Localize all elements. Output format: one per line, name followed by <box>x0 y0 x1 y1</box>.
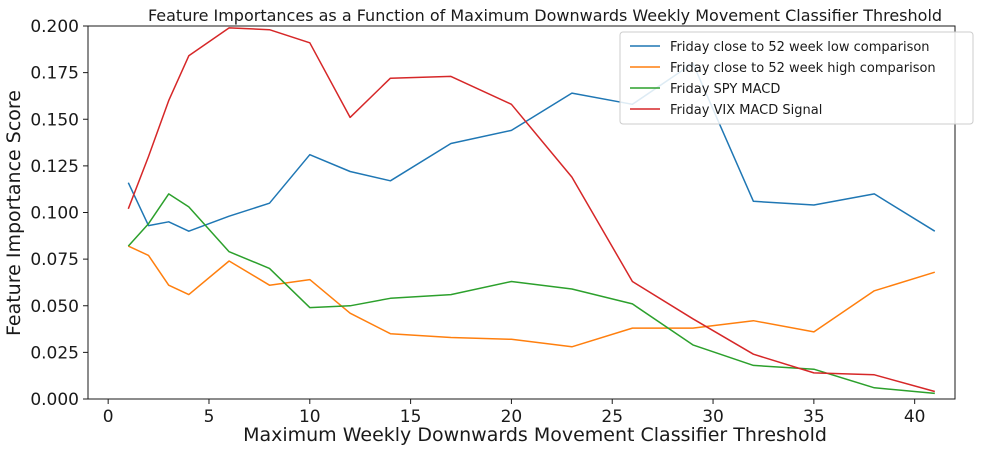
legend: Friday close to 52 week low comparison Fr… <box>619 31 974 125</box>
x-tick-label: 20 <box>501 407 523 427</box>
x-axis-label: Maximum Weekly Downwards Movement Classi… <box>243 424 827 446</box>
y-tick-label: 0.175 <box>30 64 79 84</box>
legend-box <box>619 31 974 125</box>
legend-label: Friday VIX MACD Signal <box>670 103 822 118</box>
x-tick-label: 40 <box>904 407 926 427</box>
x-tick-label: 30 <box>702 407 724 427</box>
y-axis: 0.000 0.025 0.050 0.075 0.100 0.125 0.150 0.175… <box>30 17 88 410</box>
x-tick-label: 15 <box>400 407 422 427</box>
chart-title: Feature Importances as a Function of Max… <box>148 6 942 25</box>
x-tick-label: 25 <box>601 407 623 427</box>
series-line-2 <box>127 245 936 348</box>
y-tick-label: 0.100 <box>30 204 79 224</box>
series-line-1 <box>127 62 936 232</box>
series-line-4 <box>127 27 935 393</box>
y-tick-label: 0.075 <box>30 250 79 270</box>
y-tick-label: 0.200 <box>30 17 79 37</box>
y-tick-label: 0.150 <box>30 110 79 130</box>
legend-label: Friday SPY MACD <box>670 82 780 97</box>
legend-label: Friday close to 52 week low comparison <box>670 40 930 55</box>
series-line-3 <box>127 193 935 395</box>
x-tick-label: 0 <box>103 407 114 427</box>
x-tick-label: 5 <box>204 407 215 427</box>
y-axis-label: Feature Importance Score <box>3 90 25 336</box>
legend-items: Friday close to 52 week low comparison Fr… <box>630 40 936 118</box>
y-tick-label: 0.000 <box>30 390 79 410</box>
x-axis: 0 5 10 15 20 25 30 35 40 <box>103 399 926 427</box>
x-tick-label: 35 <box>803 407 825 427</box>
y-tick-label: 0.125 <box>30 157 79 177</box>
legend-label: Friday close to 52 week high comparison <box>670 61 936 76</box>
y-tick-label: 0.025 <box>30 343 79 363</box>
y-tick-label: 0.050 <box>30 297 79 317</box>
series-lines <box>127 27 936 395</box>
x-tick-label: 10 <box>299 407 321 427</box>
